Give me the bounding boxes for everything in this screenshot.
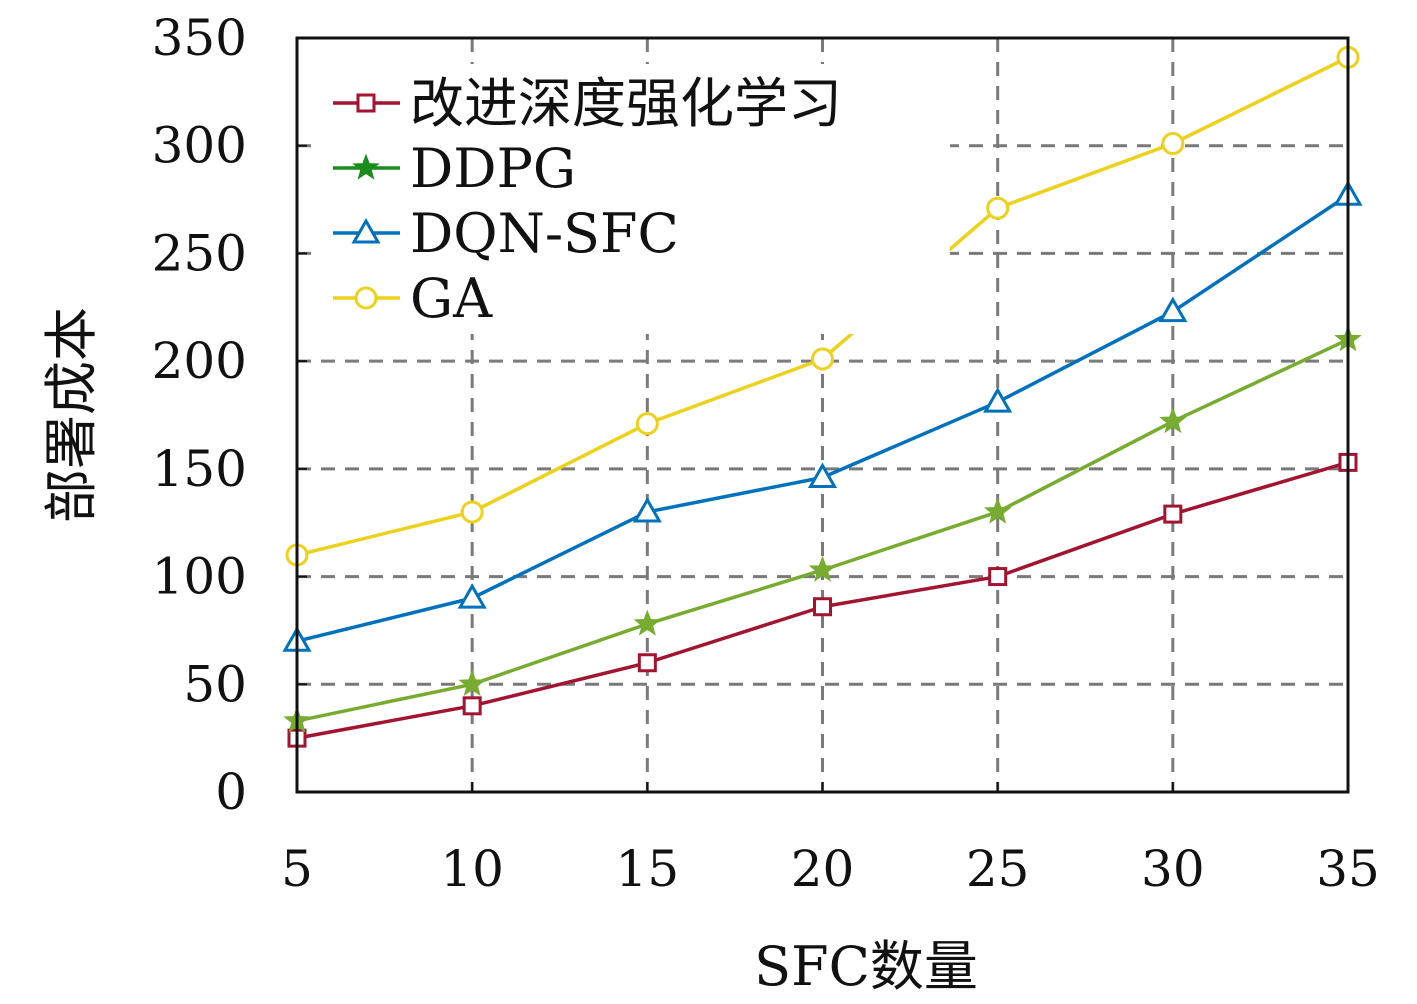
data-point	[813, 597, 832, 617]
legend-marker	[351, 217, 381, 244]
data-point	[1159, 407, 1187, 434]
x-tick-label: 10	[440, 840, 504, 898]
legend-box	[318, 64, 950, 334]
y-tick-label: 250	[152, 224, 247, 282]
legend-item: 改进深度强化学习	[333, 72, 842, 135]
legend-label: 改进深度强化学习	[410, 72, 842, 135]
data-point	[1161, 132, 1185, 156]
data-point	[1158, 296, 1188, 323]
legend-label: DDPG	[410, 137, 576, 200]
y-tick-label: 50	[183, 655, 247, 713]
x-tick-label: 15	[616, 840, 680, 898]
y-tick-label: 300	[152, 117, 247, 175]
data-point	[988, 567, 1008, 587]
legend-label: DQN-SFC	[410, 202, 679, 265]
data-point	[462, 696, 482, 716]
legend-marker	[352, 153, 380, 180]
y-tick-label: 350	[152, 9, 247, 67]
data-point	[457, 583, 487, 609]
x-tick-label: 30	[1141, 840, 1205, 898]
data-point	[637, 653, 657, 673]
data-point	[983, 387, 1013, 413]
series-3	[285, 45, 1360, 567]
data-point	[807, 462, 838, 488]
data-point	[458, 669, 486, 696]
legend-item: GA	[333, 267, 493, 330]
y-tick-label: 200	[152, 332, 247, 390]
x-tick-label: 35	[1316, 840, 1380, 898]
data-point	[983, 497, 1012, 524]
y-axis-title: 部署成本	[40, 307, 103, 523]
x-tick-label: 25	[966, 840, 1030, 898]
x-tick-label: 5	[281, 840, 313, 898]
x-tick-label: 20	[791, 840, 855, 898]
legend-item: DDPG	[333, 137, 576, 200]
data-point	[808, 555, 837, 582]
y-tick-label: 100	[152, 548, 247, 606]
x-axis-title: SFC数量	[754, 935, 978, 998]
data-point	[633, 609, 662, 636]
data-point	[460, 500, 484, 524]
legend-label: GA	[410, 267, 493, 330]
y-tick-label: 150	[152, 440, 247, 498]
data-point	[632, 496, 662, 523]
plot-series	[282, 45, 1363, 748]
legend-marker	[354, 286, 378, 310]
legend-marker	[356, 93, 376, 113]
data-point	[986, 196, 1010, 220]
data-point	[1163, 504, 1183, 524]
y-tick-label: 0	[215, 763, 247, 821]
data-point	[635, 412, 659, 436]
data-point	[811, 347, 834, 371]
legend-item: DQN-SFC	[333, 202, 679, 265]
